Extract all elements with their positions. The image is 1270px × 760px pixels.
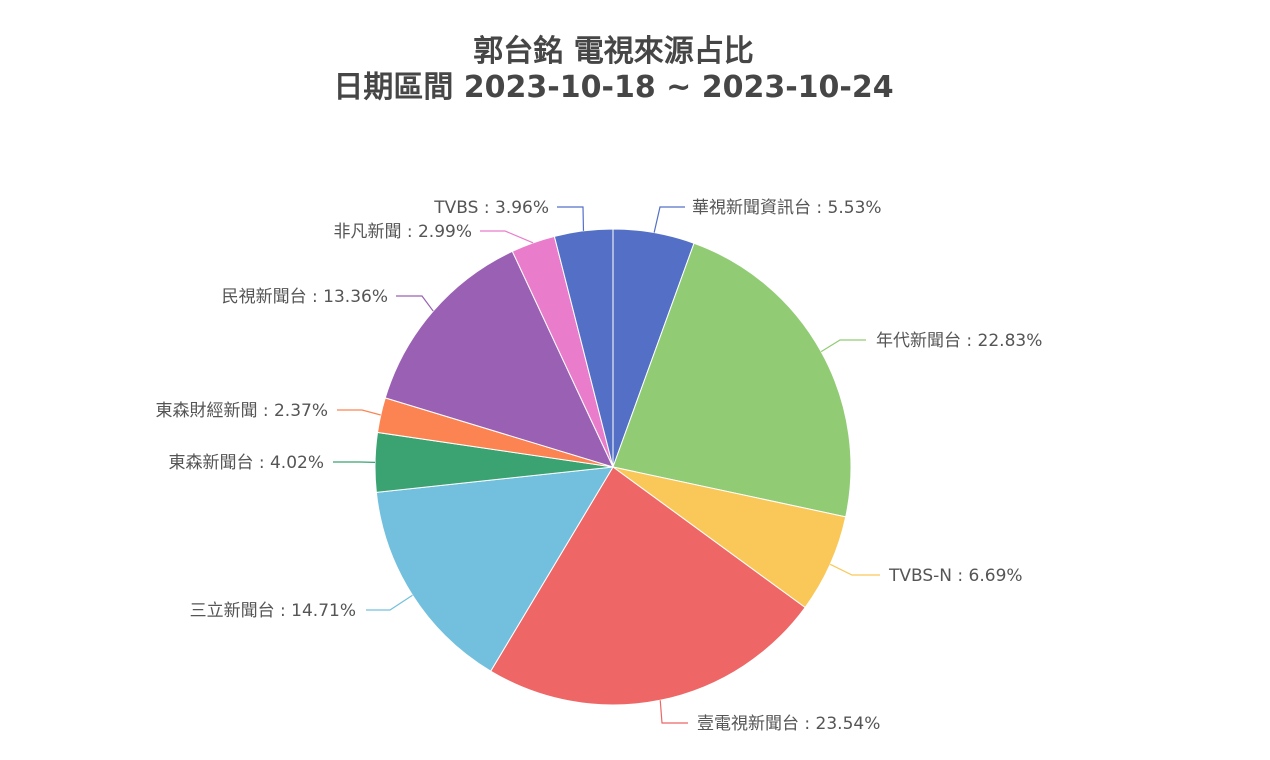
leader-line xyxy=(366,594,413,611)
slice-label: 民視新聞台 : 13.36% xyxy=(222,287,388,307)
slice-label: 東森新聞台 : 4.02% xyxy=(168,453,324,473)
pie-labels: 華視新聞資訊台 : 5.53% 年代新聞台 : 22.83% TVBS-N : 6.… xyxy=(155,198,1042,734)
leader-line xyxy=(829,563,880,576)
slice-label: TVBS : 3.96% xyxy=(433,198,549,218)
slice-label: 年代新聞台 : 22.83% xyxy=(876,331,1042,351)
slice-label: 東森財經新聞 : 2.37% xyxy=(155,401,328,421)
slice-label: TVBS-N : 6.69% xyxy=(888,566,1023,586)
pie-slice[interactable] xyxy=(553,228,614,468)
chart-subtitle: 日期區間 2023-10-18 ~ 2023-10-24 xyxy=(333,70,894,105)
pie-slices xyxy=(374,228,852,706)
chart-title-block: 郭台銘 電視來源占比 日期區間 2023-10-18 ~ 2023-10-24 xyxy=(0,34,1227,106)
leader-line xyxy=(659,700,688,724)
leader-line xyxy=(557,206,585,231)
pie-leader-lines xyxy=(333,206,880,724)
pie-slice[interactable] xyxy=(612,242,852,518)
slice-label: 華視新聞資訊台 : 5.53% xyxy=(692,198,882,218)
pie-slice[interactable] xyxy=(375,466,614,672)
slice-label: 三立新聞台 : 14.71% xyxy=(190,601,356,621)
leader-line xyxy=(820,339,866,353)
chart-title: 郭台銘 電視來源占比 xyxy=(473,34,754,69)
pie-slice[interactable] xyxy=(490,466,806,706)
leader-line xyxy=(337,409,381,416)
leader-line xyxy=(480,230,534,244)
leader-line xyxy=(653,206,685,233)
slice-label: 非凡新聞 : 2.99% xyxy=(333,222,472,242)
leader-line xyxy=(396,295,434,312)
slice-label: 壹電視新聞台 : 23.54% xyxy=(697,714,880,734)
